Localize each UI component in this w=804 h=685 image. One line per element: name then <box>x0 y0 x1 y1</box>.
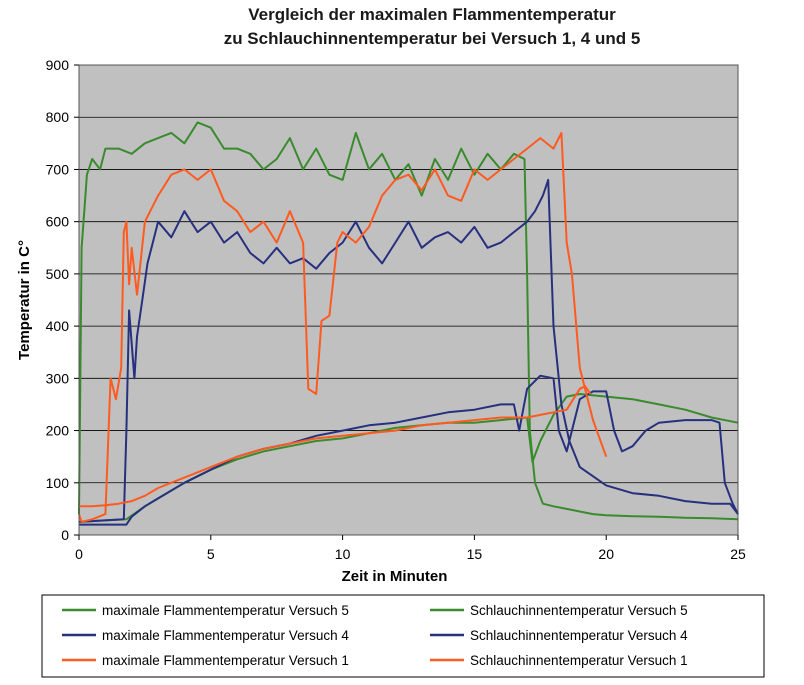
legend-label: Schlauchinnentemperatur Versuch 5 <box>470 603 688 618</box>
y-tick-label: 500 <box>46 266 70 282</box>
y-tick-label: 300 <box>46 370 70 386</box>
series-line-3 <box>78 178 739 523</box>
chart-title-line: Vergleich der maximalen Flammentemperatu… <box>248 5 616 24</box>
y-tick-label: 400 <box>46 318 70 334</box>
x-tick-label: 5 <box>207 546 215 562</box>
y-axis-label: Temperatur in C° <box>16 240 33 360</box>
y-tick-label: 200 <box>46 423 70 439</box>
x-tick-label: 25 <box>730 546 746 562</box>
series-line-1 <box>78 121 739 521</box>
legend-label: Schlauchinnentemperatur Versuch 1 <box>470 653 688 668</box>
series-lines <box>78 121 739 526</box>
y-tick-label: 700 <box>46 161 70 177</box>
legend <box>41 594 765 678</box>
series-line-6 <box>79 385 592 508</box>
series-line-5 <box>78 131 608 523</box>
legend-label: maximale Flammentemperatur Versuch 1 <box>102 653 349 668</box>
plot-area <box>79 65 738 535</box>
legend-label: maximale Flammentemperatur Versuch 4 <box>102 628 349 643</box>
y-tick-label: 100 <box>46 475 70 491</box>
legend-label: Schlauchinnentemperatur Versuch 4 <box>470 628 688 643</box>
x-tick-label: 10 <box>335 546 351 562</box>
x-tick-label: 0 <box>75 546 83 562</box>
legend-entries: maximale Flammentemperatur Versuch 5 Schl… <box>62 603 688 668</box>
series-line-4 <box>79 374 739 526</box>
x-tick-label: 20 <box>598 546 614 562</box>
x-tick-label: 15 <box>467 546 483 562</box>
x-axis-label: Zeit in Minuten <box>342 568 448 585</box>
y-tick-label: 800 <box>46 109 70 125</box>
plot-border <box>78 64 739 536</box>
y-tick-labels: 0 100 200 300 400 500 600 700 800 900 <box>46 57 79 543</box>
y-tick-label: 600 <box>46 214 70 230</box>
x-tick-labels: 0 5 10 15 20 25 <box>75 535 746 562</box>
chart-title-line: zu Schlauchinnentemperatur bei Versuch 1… <box>224 29 641 48</box>
legend-label: maximale Flammentemperatur Versuch 5 <box>102 603 349 618</box>
chart-title: Vergleich der maximalen Flammentemperatu… <box>224 5 641 48</box>
y-tick-label: 900 <box>46 57 70 73</box>
y-tick-label: 0 <box>61 527 69 543</box>
